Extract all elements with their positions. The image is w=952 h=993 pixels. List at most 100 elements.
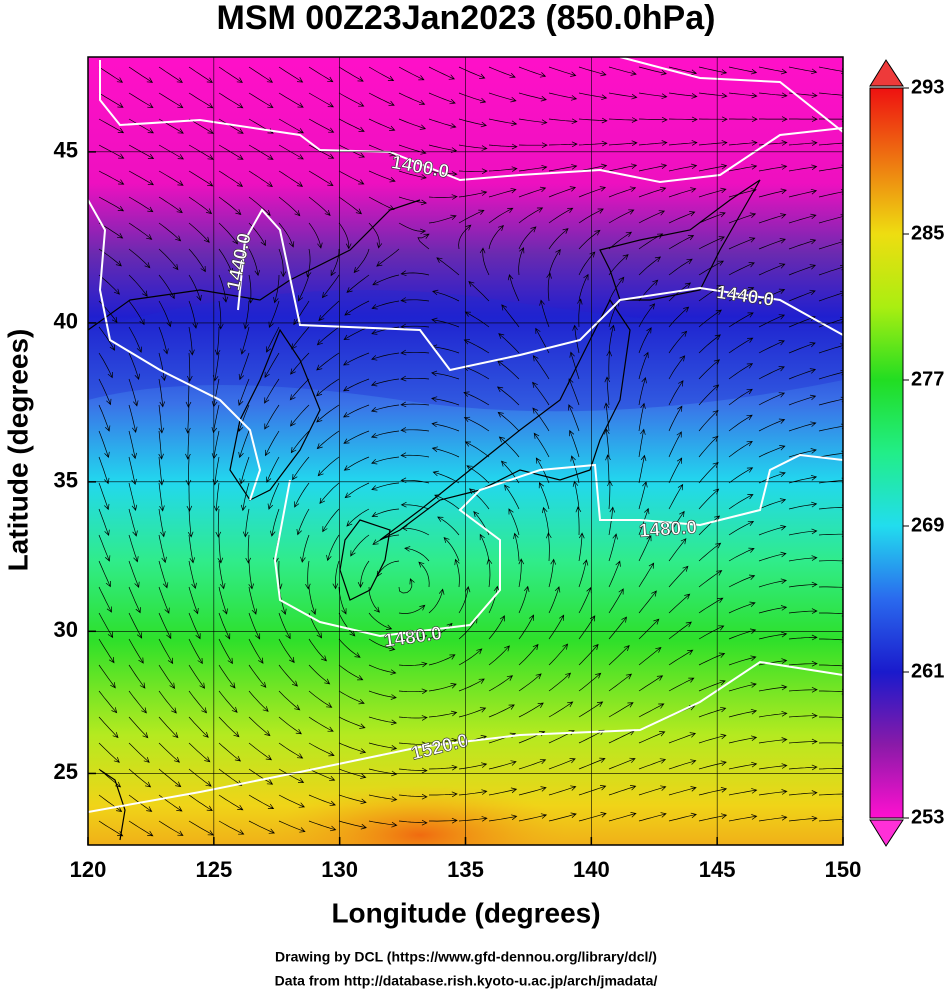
streamline bbox=[398, 66, 425, 81]
streamline bbox=[788, 608, 818, 614]
streamline bbox=[217, 534, 224, 564]
streamline bbox=[248, 716, 271, 737]
streamline bbox=[372, 274, 400, 286]
streamline bbox=[758, 684, 788, 692]
streamline bbox=[608, 186, 637, 198]
streamline bbox=[788, 528, 818, 536]
streamline bbox=[638, 351, 649, 380]
streamline bbox=[338, 690, 365, 705]
streamline bbox=[603, 402, 610, 432]
streamline bbox=[98, 352, 113, 379]
streamline bbox=[158, 638, 174, 665]
x-tick-label: 125 bbox=[195, 857, 232, 882]
streamline bbox=[518, 164, 548, 172]
colorbar-tick-label: 253 bbox=[911, 806, 944, 828]
streamline bbox=[533, 432, 550, 458]
streamline bbox=[758, 710, 788, 718]
streamline bbox=[758, 815, 788, 822]
streamline bbox=[698, 163, 728, 172]
streamline bbox=[518, 643, 539, 666]
streamline bbox=[269, 508, 280, 537]
streamline bbox=[668, 812, 697, 822]
streamline bbox=[278, 66, 304, 83]
streamline bbox=[218, 222, 238, 245]
streamline bbox=[158, 378, 166, 408]
streamline bbox=[578, 643, 599, 666]
streamline bbox=[604, 428, 610, 458]
streamline bbox=[188, 690, 208, 714]
streamline bbox=[518, 186, 547, 198]
streamline bbox=[278, 664, 298, 687]
streamline bbox=[308, 222, 323, 249]
streamline bbox=[668, 677, 695, 692]
streamline bbox=[338, 664, 364, 681]
x-axis-label: Longitude (degrees) bbox=[331, 897, 600, 928]
streamline bbox=[488, 118, 518, 127]
streamline bbox=[128, 768, 152, 788]
streamline bbox=[572, 324, 580, 354]
streamline bbox=[128, 404, 138, 433]
streamline bbox=[788, 368, 817, 380]
streamline bbox=[638, 647, 662, 666]
streamline bbox=[501, 304, 520, 328]
streamline bbox=[758, 551, 787, 562]
streamline bbox=[158, 404, 165, 434]
streamline bbox=[98, 612, 114, 639]
streamline bbox=[488, 704, 515, 718]
streamline bbox=[788, 341, 816, 354]
streamline bbox=[158, 742, 180, 763]
streamline bbox=[368, 170, 396, 183]
colorbar-ticks: 253 261 269 277 285 293 bbox=[903, 76, 944, 828]
streamline bbox=[532, 355, 550, 380]
streamline bbox=[488, 760, 517, 770]
streamline bbox=[518, 66, 547, 78]
y-tick-label: 35 bbox=[54, 468, 78, 493]
streamline bbox=[638, 140, 668, 146]
streamline bbox=[330, 248, 340, 277]
streamline bbox=[128, 456, 137, 486]
streamline bbox=[488, 675, 514, 692]
streamline bbox=[428, 764, 458, 771]
streamline bbox=[398, 578, 415, 594]
streamline bbox=[98, 326, 115, 351]
streamline bbox=[728, 212, 757, 224]
streamline bbox=[371, 326, 400, 335]
streamline bbox=[728, 363, 754, 380]
streamline bbox=[305, 248, 312, 278]
streamline bbox=[370, 404, 400, 413]
streamline bbox=[218, 586, 228, 615]
streamline bbox=[368, 820, 398, 828]
streamline bbox=[548, 812, 577, 822]
streamline bbox=[398, 634, 428, 640]
streamline bbox=[608, 254, 629, 276]
streamline bbox=[608, 209, 635, 224]
streamline bbox=[218, 196, 242, 216]
streamline bbox=[338, 612, 356, 637]
streamline bbox=[789, 116, 818, 122]
contour-label: 1480.0 bbox=[383, 623, 443, 652]
y-tick-label: 40 bbox=[54, 309, 78, 334]
streamline bbox=[188, 196, 213, 215]
streamline bbox=[728, 467, 754, 484]
streamline bbox=[338, 118, 365, 132]
streamline bbox=[488, 187, 517, 198]
streamline bbox=[638, 675, 664, 692]
streamline bbox=[346, 274, 370, 293]
streamline bbox=[322, 508, 340, 533]
streamline bbox=[218, 612, 231, 640]
streamline bbox=[518, 758, 547, 770]
contour-line bbox=[273, 453, 843, 638]
streamline bbox=[698, 140, 728, 146]
streamline bbox=[788, 66, 818, 75]
streamline bbox=[542, 506, 550, 536]
streamline bbox=[608, 560, 621, 588]
streamline bbox=[668, 621, 692, 640]
streamline bbox=[668, 330, 688, 354]
streamline bbox=[728, 414, 753, 432]
streamline bbox=[668, 235, 695, 250]
streamline bbox=[278, 222, 295, 248]
streamline bbox=[638, 534, 652, 562]
streamline bbox=[578, 92, 608, 101]
streamline bbox=[248, 560, 255, 590]
